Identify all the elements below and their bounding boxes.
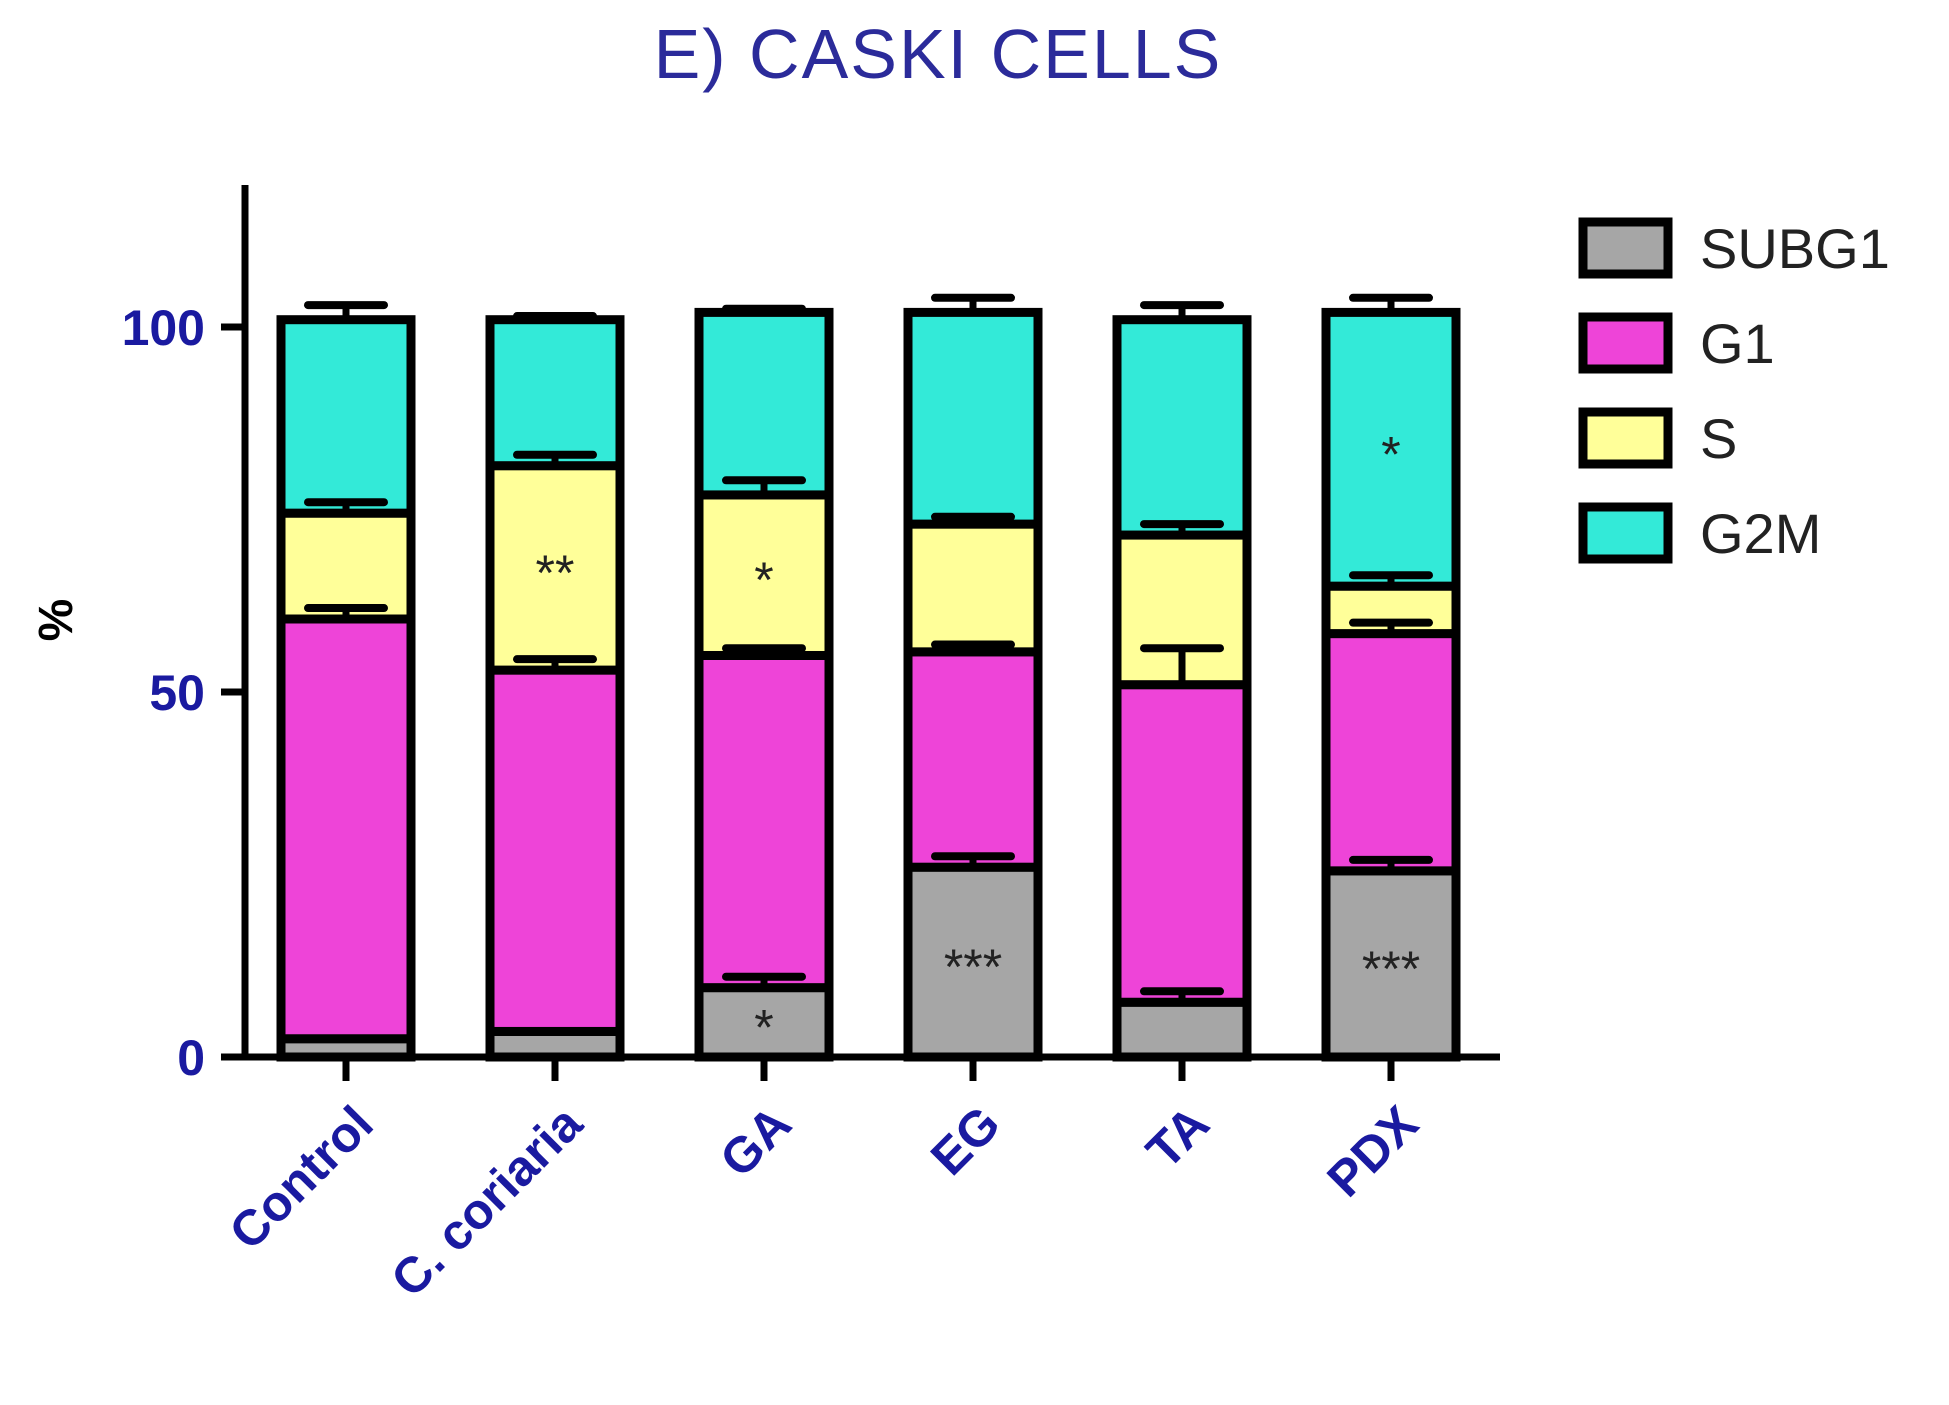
bar-segment-eg-g2m (903, 307, 1043, 529)
legend-swatch-g2m (1578, 502, 1673, 564)
x-tick-label-ta: TA (1136, 1095, 1220, 1179)
bar-segment-ga-g1 (694, 651, 834, 993)
bar-segment-eg-s (903, 519, 1043, 657)
y-tick-label: 0 (177, 1030, 205, 1086)
bar-segment-c-coriaria-g1 (485, 665, 625, 1036)
x-tick-label-pdx: PDX (1316, 1095, 1428, 1207)
legend-label-subg1: SUBG1 (1700, 217, 1890, 280)
significance-marker-ga-subg1: * (754, 999, 773, 1055)
bar-segment-pdx-g1 (1321, 629, 1461, 876)
x-tick-label-eg: EG (920, 1095, 1011, 1186)
bar-segment-control-g2m (276, 315, 416, 518)
bar-segment-ta-subg1 (1112, 997, 1252, 1062)
bar-segment-ga-g2m (694, 307, 834, 500)
legend-label-g1: G1 (1700, 312, 1775, 375)
bar-segment-control-s (276, 508, 416, 624)
legend-swatch-s (1578, 407, 1673, 469)
bar-segment-eg-g1 (903, 647, 1043, 872)
significance-marker-pdx-g2m: * (1381, 426, 1400, 482)
significance-marker-eg-subg1: *** (944, 939, 1002, 995)
legend-label-g2m: G2M (1700, 502, 1821, 565)
bar-segment-c-coriaria-g2m (485, 315, 625, 471)
legend-label-s: S (1700, 407, 1737, 470)
bar-segment-ta-g1 (1112, 680, 1252, 1007)
legend-swatch-g1 (1578, 312, 1673, 374)
chart-title: E) CASKI CELLS (654, 15, 1223, 93)
significance-marker-pdx-subg1: *** (1362, 941, 1420, 997)
x-tick-label-c-coriaria: C. coriaria (380, 1094, 593, 1307)
x-tick-label-ga: GA (709, 1095, 802, 1188)
bar-segment-ta-g2m (1112, 315, 1252, 540)
significance-marker-ga-s: * (754, 552, 773, 608)
x-tick-label-control: Control (219, 1095, 384, 1260)
significance-marker-c-coriaria-s: ** (536, 545, 575, 601)
bar-segment-control-g1 (276, 614, 416, 1044)
y-axis-label: % (30, 599, 83, 642)
y-tick-label: 50 (149, 665, 205, 721)
legend: SUBG1 G1 S G2M (1578, 217, 1890, 565)
y-tick-label: 100 (122, 300, 205, 356)
legend-swatch-subg1 (1578, 217, 1673, 279)
